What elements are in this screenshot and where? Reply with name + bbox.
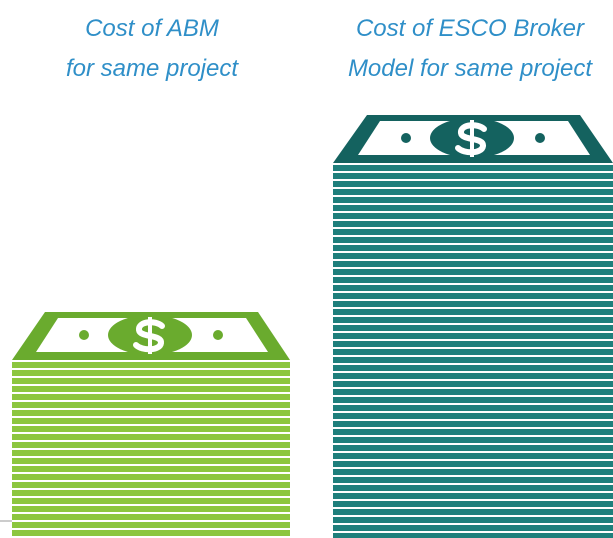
label-line: for same project	[66, 55, 239, 82]
bill-dot	[401, 133, 411, 143]
stack-bills	[333, 165, 613, 538]
stack-bills	[12, 362, 290, 538]
label-line: Model for same project	[348, 55, 593, 82]
bill-dot	[213, 330, 223, 340]
label-line: Cost of ESCO Broker	[356, 15, 585, 42]
bill-dot	[535, 133, 545, 143]
money-stack	[12, 312, 290, 538]
label-line: Cost of ABM	[85, 15, 219, 42]
money-stack	[333, 115, 613, 538]
bill-dot	[79, 330, 89, 340]
